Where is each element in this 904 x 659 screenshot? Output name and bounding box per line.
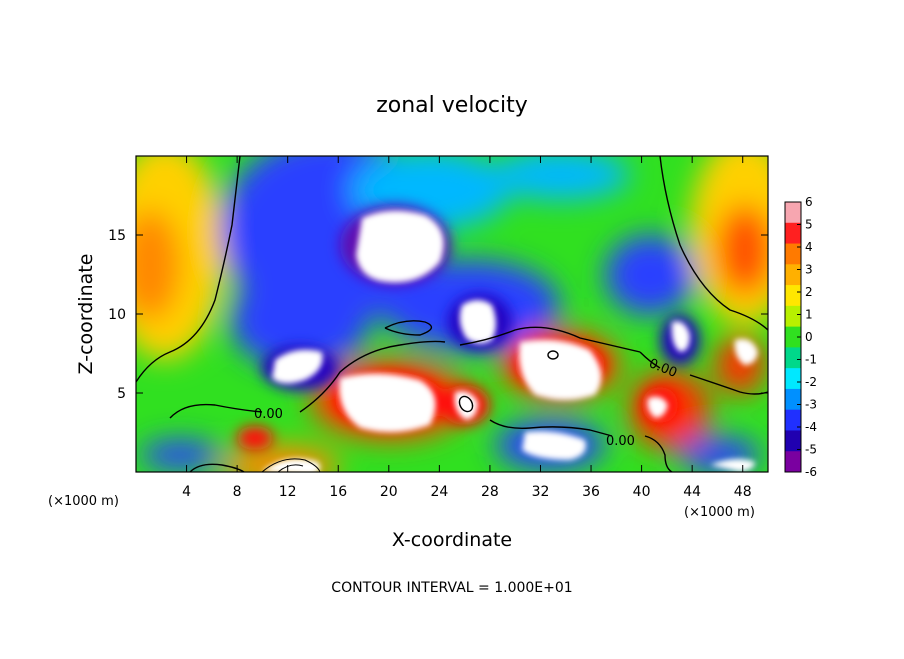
x-tick-label: 12 bbox=[279, 484, 297, 500]
heatmap-field bbox=[136, 156, 768, 472]
x-tick-label: 48 bbox=[734, 484, 752, 500]
contour-line bbox=[459, 326, 641, 353]
contour-interval-text: CONTOUR INTERVAL = 1.000E+01 bbox=[331, 580, 572, 596]
contour-line bbox=[261, 458, 321, 472]
x-tick-label: 8 bbox=[233, 484, 242, 500]
y-axis-title: Z-coordinate bbox=[75, 254, 97, 375]
x-tick-label: 20 bbox=[380, 484, 398, 500]
x-tick-label: 4 bbox=[182, 484, 191, 500]
contour-line bbox=[169, 403, 263, 419]
saturated-regions bbox=[262, 210, 758, 472]
contour-line bbox=[136, 156, 241, 383]
x-unit-label-right: (×1000 m) bbox=[684, 505, 755, 520]
colorbar-tick-label: -4 bbox=[805, 420, 817, 434]
colorbar-tick-label: 0 bbox=[805, 330, 813, 344]
x-tick-label: 44 bbox=[683, 484, 701, 500]
x-tick-label: 32 bbox=[532, 484, 550, 500]
x-unit-label-left: (×1000 m) bbox=[48, 494, 119, 509]
contour-line bbox=[189, 463, 245, 472]
colorbar-swatch bbox=[785, 347, 801, 369]
contour-line bbox=[639, 351, 661, 369]
contour-line bbox=[489, 419, 613, 437]
x-axis-title: X-coordinate bbox=[392, 529, 512, 551]
colorbar-tick-label: -6 bbox=[805, 465, 817, 479]
y-tick-label: 5 bbox=[117, 386, 126, 402]
contour-line bbox=[659, 156, 768, 331]
x-axis: 4 8 12 16 20 24 28 32 36 40 44 48 bbox=[182, 156, 752, 500]
y-tick-label: 15 bbox=[108, 228, 126, 244]
colorbar-swatch bbox=[785, 368, 801, 390]
x-tick-label: 36 bbox=[582, 484, 600, 500]
colorbar-tick-label: 6 bbox=[805, 195, 813, 209]
colorbar-swatch bbox=[785, 222, 801, 245]
colorbar-swatch bbox=[785, 409, 801, 431]
colorbar-tick-label: 1 bbox=[805, 308, 813, 322]
contour-label: 0.00 bbox=[254, 407, 283, 422]
colorbar-tick-label: 5 bbox=[805, 218, 813, 232]
colorbar-swatch bbox=[785, 243, 801, 265]
x-tick-label: 16 bbox=[329, 484, 347, 500]
colorbar: 6 5 4 3 2 1 0 -1 -2 -3 -4 -5 -6 bbox=[784, 195, 817, 479]
colorbar-swatch bbox=[785, 305, 801, 328]
colorbar-swatch bbox=[785, 326, 801, 348]
x-tick-label: 40 bbox=[633, 484, 651, 500]
contour-line bbox=[384, 320, 433, 336]
colorbar-tick-label: -1 bbox=[805, 353, 817, 367]
colorbar-swatch bbox=[785, 430, 801, 452]
contour-line bbox=[299, 340, 446, 413]
colorbar-tick-label: 2 bbox=[805, 285, 813, 299]
chart-title: zonal velocity bbox=[376, 93, 528, 118]
contour-label: 0.00 bbox=[606, 434, 635, 449]
x-tick-label: 28 bbox=[481, 484, 499, 500]
colorbar-swatch bbox=[785, 264, 801, 286]
colorbar-tick-label: -3 bbox=[805, 398, 817, 412]
contour-line bbox=[644, 435, 673, 472]
colorbar-swatch bbox=[785, 388, 801, 411]
colorbar-tick-label: -5 bbox=[805, 443, 817, 457]
colorbar-tick-label: -2 bbox=[805, 375, 817, 389]
contour-lines bbox=[136, 156, 768, 472]
contour-line bbox=[458, 395, 474, 413]
colorbar-tick-label: 4 bbox=[805, 240, 813, 254]
colorbar-swatch bbox=[785, 285, 801, 307]
contour-line bbox=[547, 350, 559, 360]
contour-line bbox=[277, 464, 304, 472]
colorbar-tick-label: 3 bbox=[805, 263, 813, 277]
contour-line bbox=[689, 374, 768, 395]
colorbar-swatch bbox=[785, 202, 801, 224]
x-tick-label: 24 bbox=[430, 484, 448, 500]
colorbar-swatch bbox=[785, 451, 801, 473]
y-tick-label: 10 bbox=[108, 307, 126, 323]
y-axis: 5 10 15 bbox=[108, 228, 768, 402]
